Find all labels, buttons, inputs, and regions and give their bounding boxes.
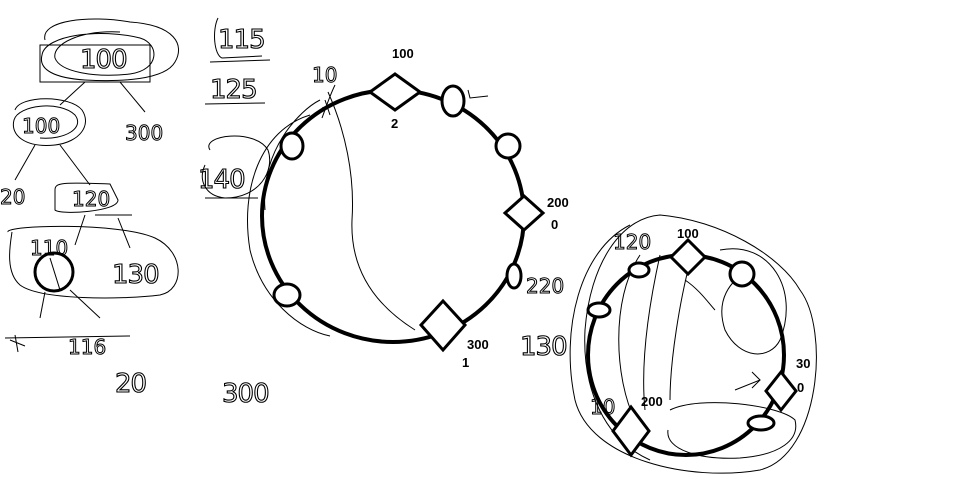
hw-300: 300	[125, 121, 163, 145]
right-ring-group: 120 10 100 30 0 200	[569, 214, 817, 474]
right-ring-diamond-200	[611, 404, 651, 458]
right-ring-diamond-100	[668, 237, 708, 277]
hw-130-right: 130	[520, 332, 567, 362]
scribble-link-5	[74, 214, 86, 246]
left-label-1: 1	[462, 355, 469, 370]
right-ring-oval-left	[586, 301, 612, 319]
scribble-115-box	[214, 17, 263, 59]
left-ring-oval-220	[505, 262, 523, 290]
left-ring-diamond-200	[502, 193, 546, 233]
hw-100-top: 100	[80, 45, 127, 75]
scribble-mark-oval10	[467, 89, 489, 99]
right-ring-scribble-loop	[719, 248, 787, 355]
left-ring-scribble-inner	[321, 84, 416, 331]
hw-140: 140	[198, 165, 245, 195]
left-ring-oval-left-top	[279, 131, 305, 161]
hw-300-bottom: 300	[222, 379, 269, 409]
scribble-link-3	[14, 144, 36, 181]
hw-125: 125	[210, 75, 257, 105]
right-ring-diamond-30	[764, 369, 798, 413]
hw-10-right-ring: 10	[590, 395, 615, 419]
left-ring-oval-10	[440, 84, 466, 118]
left-label-200: 200	[547, 195, 569, 210]
scribble-link-1	[119, 81, 146, 113]
right-label-100: 100	[677, 226, 699, 241]
hw-130: 130	[112, 260, 159, 290]
right-ring-oval-bottom-right	[746, 414, 776, 432]
scribble-link-6	[117, 217, 131, 249]
right-label-200: 200	[641, 394, 663, 409]
hw-116: 116	[68, 335, 106, 359]
scribble-link-4	[59, 144, 91, 186]
scribble-link-2	[59, 81, 86, 106]
left-label-300: 300	[467, 337, 489, 352]
left-ring-oval-right-top	[494, 132, 522, 160]
scribble-cloud-bottom	[7, 225, 179, 299]
right-ring-scribble-outer	[569, 214, 817, 474]
scribble-underline-bottom	[4, 335, 131, 339]
right-ring-scribble-inner	[618, 254, 716, 421]
right-ring-scribble-bottom	[667, 402, 797, 459]
scribble-cloud-mid	[12, 98, 87, 146]
hw-20-bottom: 20	[115, 369, 146, 399]
hw-115: 115	[218, 25, 265, 55]
scribble-mark-top	[321, 99, 335, 116]
hw-120-right-ring: 120	[613, 230, 651, 254]
right-ring-oval-top-right	[728, 260, 756, 288]
left-ring-diamond-100	[367, 72, 423, 112]
scribble-115-underline	[209, 59, 271, 63]
hw-220: 220	[526, 274, 564, 298]
left-label-100: 100	[392, 46, 414, 61]
left-ring-group: 10 220 130 100 2 200 0 300 1	[247, 46, 569, 370]
scribble-mark-a	[9, 334, 26, 353]
scribble-box-120	[54, 182, 119, 213]
scribble-140-cloud	[201, 135, 271, 199]
left-ring-diamond-300	[418, 298, 468, 353]
right-ring-oval-top-left	[627, 261, 651, 279]
right-label-30: 30	[796, 356, 810, 371]
hw-120: 120	[72, 187, 110, 211]
hw-10-left-ring: 10	[312, 63, 337, 87]
scribble-125-underline	[204, 102, 266, 105]
hw-20: 20	[0, 185, 25, 209]
scribble-link-8	[69, 289, 101, 319]
scribble-link-7	[39, 291, 46, 319]
scribble-strike	[49, 257, 61, 291]
scribble-box-top	[39, 44, 151, 83]
left-ring-oval-left-bottom	[272, 282, 302, 308]
right-ring-arrow	[734, 371, 761, 391]
left-label-2: 2	[391, 116, 398, 131]
left-label-0: 0	[551, 217, 558, 232]
hw-100-mid: 100	[22, 114, 60, 138]
scribble-cloud-top	[40, 18, 179, 82]
hw-110: 110	[30, 236, 68, 260]
right-label-0: 0	[797, 380, 804, 395]
left-scribble-tree	[4, 18, 179, 353]
